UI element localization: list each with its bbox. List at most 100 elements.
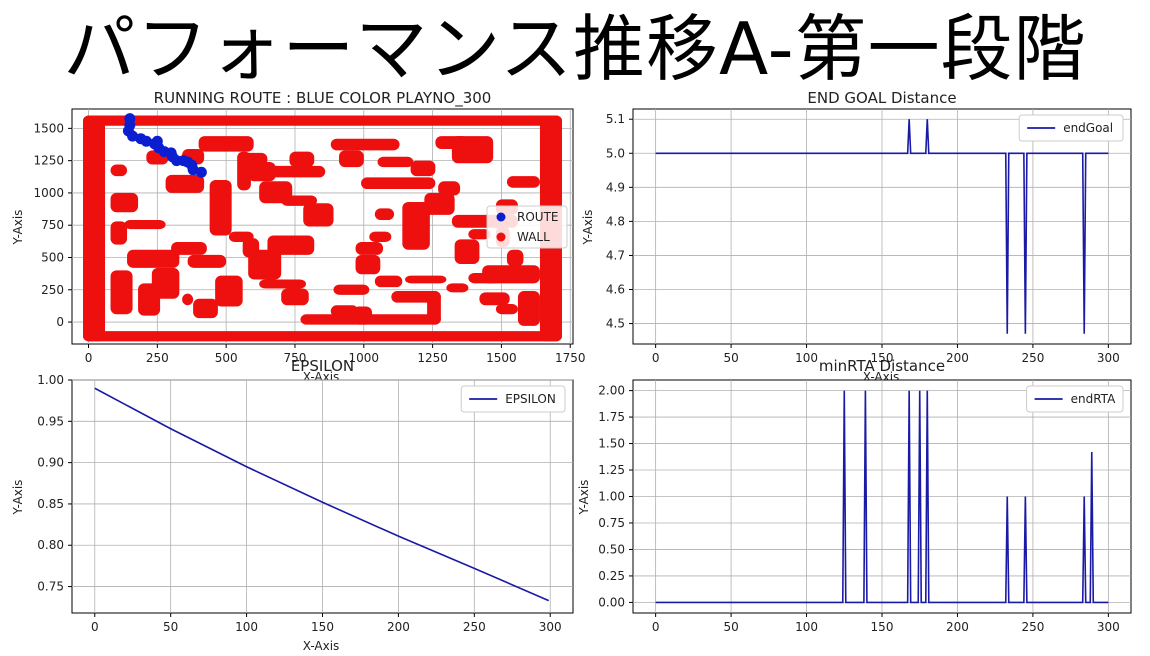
legend-label: endRTA xyxy=(1071,392,1116,406)
x-tick-label: 250 xyxy=(146,351,169,365)
wall-block xyxy=(377,156,414,168)
legend-marker xyxy=(496,232,506,242)
wall-block xyxy=(215,275,243,307)
legend-label: endGoal xyxy=(1063,121,1113,135)
x-tick-label: 0 xyxy=(91,620,99,634)
x-tick-label: 250 xyxy=(1021,351,1044,365)
x-tick-label: 1500 xyxy=(486,351,517,365)
series-line xyxy=(94,387,550,602)
y-axis-label: Y-Axis xyxy=(11,480,25,516)
x-tick-label: 50 xyxy=(723,620,738,634)
wall-block xyxy=(438,181,461,196)
y-tick-label: 1250 xyxy=(33,154,64,168)
x-tick-label: 100 xyxy=(795,351,818,365)
wall-block xyxy=(468,229,491,240)
x-tick-label: 750 xyxy=(284,351,307,365)
wall-block xyxy=(110,221,128,245)
wall-block xyxy=(209,180,232,236)
plot-area xyxy=(94,387,550,602)
wall-block xyxy=(506,176,540,188)
y-tick-label: 4.9 xyxy=(606,180,625,194)
wall-block xyxy=(446,283,469,293)
x-tick-label: 300 xyxy=(1097,351,1120,365)
wall-block xyxy=(454,239,480,264)
wall-block xyxy=(355,254,381,275)
wall-block xyxy=(517,291,540,326)
x-tick-label: 50 xyxy=(723,351,738,365)
wall-block xyxy=(248,161,276,182)
wall-block xyxy=(330,138,400,151)
x-tick-label: 200 xyxy=(387,620,410,634)
route-point xyxy=(195,166,207,178)
y-tick-label: 0 xyxy=(56,315,64,329)
x-tick-label: 300 xyxy=(539,620,562,634)
wall-block xyxy=(267,165,326,178)
y-tick-label: 4.7 xyxy=(606,248,625,262)
y-tick-label: 1.50 xyxy=(598,437,625,451)
x-tick-label: 150 xyxy=(871,351,894,365)
wall-block xyxy=(495,303,518,315)
y-tick-label: 0.00 xyxy=(598,595,625,609)
x-tick-label: 0 xyxy=(85,351,93,365)
wall-block xyxy=(479,292,510,306)
plot-area xyxy=(655,390,1109,604)
plot-area xyxy=(655,119,1109,334)
x-tick-label: 1750 xyxy=(555,351,586,365)
legend-label: ROUTE xyxy=(517,210,558,224)
page-title: パフォーマンス推移A-第一段階 xyxy=(63,7,1087,91)
route-point xyxy=(187,164,199,176)
wall-block xyxy=(303,203,334,227)
wall-block xyxy=(410,160,436,177)
wall-block xyxy=(369,231,392,242)
chart-title: EPSILON xyxy=(291,357,354,375)
y-tick-label: 1000 xyxy=(33,186,64,200)
wall-block xyxy=(405,275,447,284)
wall-block xyxy=(339,150,364,168)
y-tick-label: 1.00 xyxy=(598,490,625,504)
x-tick-label: 200 xyxy=(946,351,969,365)
series-line xyxy=(655,119,1109,334)
wall-block xyxy=(171,241,207,255)
wall-block xyxy=(330,305,359,317)
wall-block xyxy=(402,201,430,250)
y-axis-label: Y-Axis xyxy=(11,210,25,246)
legend-box xyxy=(1018,114,1124,142)
wall-block xyxy=(361,177,436,190)
x-tick-label: 0 xyxy=(652,351,660,365)
wall-block xyxy=(391,291,441,303)
chart-title: END GOAL Distance xyxy=(807,89,956,107)
chart-title: minRTA Distance xyxy=(819,357,945,375)
y-tick-label: 0.75 xyxy=(37,580,64,594)
wall-block xyxy=(110,192,139,213)
x-tick-label: 100 xyxy=(795,620,818,634)
wall-block xyxy=(151,267,180,299)
y-axis-label: Y-Axis xyxy=(577,480,591,516)
wall-block xyxy=(110,270,133,315)
y-tick-label: 2.00 xyxy=(598,384,625,398)
wall-block xyxy=(267,235,315,255)
x-tick-label: 300 xyxy=(1097,620,1120,634)
wall-block xyxy=(193,298,218,319)
y-tick-label: 1.75 xyxy=(598,410,625,424)
wall-block xyxy=(127,249,180,268)
wall-block xyxy=(83,115,562,126)
y-tick-label: 1500 xyxy=(33,121,64,135)
y-tick-label: 4.5 xyxy=(606,317,625,331)
x-tick-label: 150 xyxy=(871,620,894,634)
x-tick-label: 100 xyxy=(235,620,258,634)
y-tick-label: 500 xyxy=(41,250,64,264)
y-tick-label: 250 xyxy=(41,283,64,297)
wall-block xyxy=(374,208,395,221)
wall-block xyxy=(259,279,306,289)
wall-block xyxy=(451,136,494,164)
wall-block xyxy=(165,174,205,193)
wall-block xyxy=(83,115,106,342)
y-tick-label: 0.50 xyxy=(598,542,625,556)
wall-block xyxy=(424,192,455,215)
y-tick-label: 0.95 xyxy=(37,414,64,428)
y-axis-label: Y-Axis xyxy=(581,210,595,246)
wall-block xyxy=(124,220,166,230)
wall-block xyxy=(506,249,524,267)
chart-title: RUNNING ROUTE : BLUE COLOR PLAYNO_300 xyxy=(154,89,492,108)
wall-block xyxy=(374,275,403,288)
